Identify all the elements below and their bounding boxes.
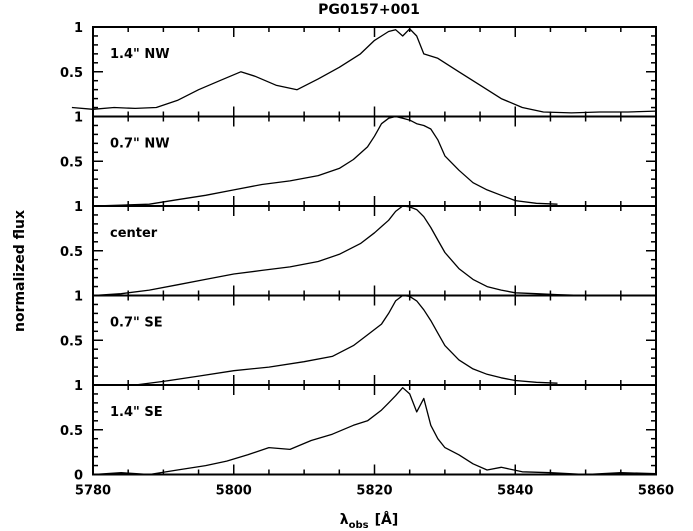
panel-2: 0.5 1 0.7" NW <box>60 111 657 207</box>
x-axis-title-symbol: λ <box>340 512 349 528</box>
y-tick-label: 0.5 <box>60 245 83 260</box>
panel-label: 0.7" SE <box>110 316 163 331</box>
x-axis-tick-labels: 5780 5800 5820 5840 5860 <box>75 484 674 499</box>
y-tick-label: 1 <box>74 290 83 305</box>
panel-frame <box>92 115 657 207</box>
chart-title: PG0157+001 <box>318 2 420 18</box>
panel-frame <box>92 294 657 386</box>
y-tick-label: 0 <box>74 469 83 484</box>
panel-label: 1.4" SE <box>110 405 163 420</box>
x-tick-label: 5820 <box>356 484 392 499</box>
x-axis-title-subscript: obs <box>349 520 369 531</box>
y-axis-title: normalized flux <box>12 210 28 332</box>
spectrum-line <box>71 28 657 114</box>
panel-1: 0.5 1 1.4" NW <box>60 21 657 118</box>
x-tick-label: 5800 <box>216 484 252 499</box>
spectrum-line <box>92 205 586 297</box>
spectrum-line <box>92 115 558 207</box>
panel-label: 0.7" NW <box>110 137 170 152</box>
y-tick-label: 1 <box>74 21 83 36</box>
spectrum-line <box>93 294 558 386</box>
x-tick-label: 5860 <box>638 484 674 499</box>
x-axis-title: λobs [Å] <box>340 511 398 531</box>
panel-5: 0 0.5 1 1.4" SE <box>60 379 657 484</box>
y-tick-label: 1 <box>74 379 83 394</box>
y-tick-label: 0.5 <box>60 155 83 170</box>
x-axis-title-unit: [Å] <box>375 511 399 528</box>
y-tick-label: 0.5 <box>60 424 83 439</box>
y-tick-label: 1 <box>74 200 83 215</box>
panel-label: 1.4" NW <box>110 47 170 62</box>
x-tick-label: 5840 <box>497 484 533 499</box>
y-tick-label: 0.5 <box>60 334 83 349</box>
panel-label: center <box>110 226 158 241</box>
panels-group: 0.5 1 1.4" NW 0.5 1 0.7" NW 0.5 1 center 0.5 1 0.7"… <box>60 21 657 484</box>
panel-frame <box>92 384 657 476</box>
spectrum-line <box>92 387 657 476</box>
x-tick-label: 5780 <box>75 484 111 499</box>
panel-frame <box>92 205 657 297</box>
y-tick-label: 1 <box>74 111 83 126</box>
panel-3: 0.5 1 center <box>60 200 657 297</box>
panel-4: 0.5 1 0.7" SE <box>60 290 657 386</box>
y-tick-label: 0.5 <box>60 66 83 81</box>
